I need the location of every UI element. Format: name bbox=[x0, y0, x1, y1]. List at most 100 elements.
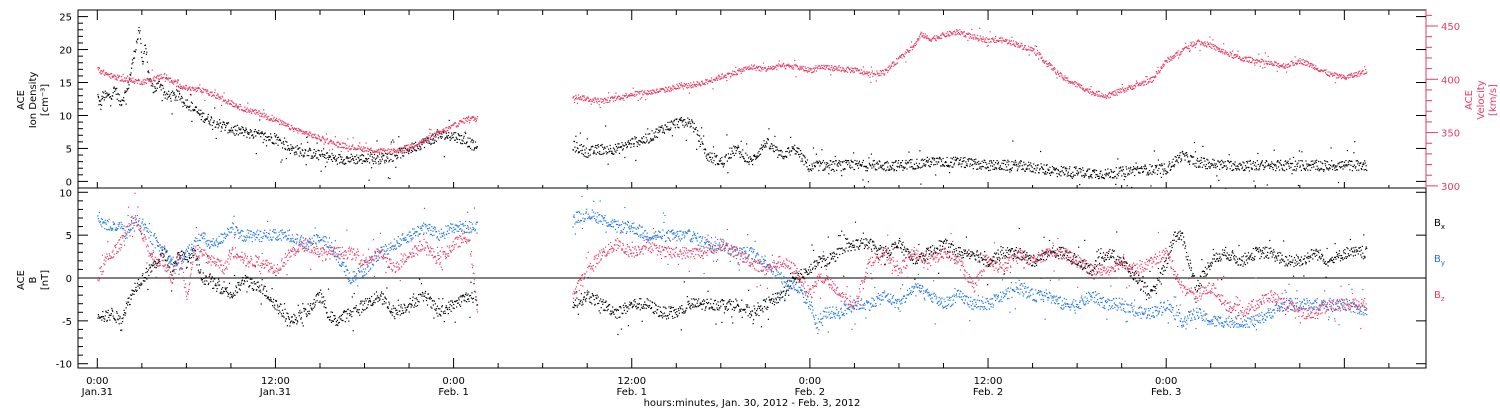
data-point bbox=[730, 153, 732, 155]
data-point bbox=[992, 168, 994, 170]
data-point bbox=[1246, 60, 1249, 62]
data-point bbox=[810, 72, 813, 74]
data-point bbox=[602, 153, 604, 155]
data-point bbox=[1035, 165, 1037, 167]
data-point bbox=[201, 92, 203, 94]
data-point bbox=[980, 162, 982, 164]
data-point bbox=[1083, 176, 1085, 178]
data-point bbox=[1087, 89, 1089, 91]
data-point bbox=[1168, 161, 1170, 163]
data-point bbox=[1326, 74, 1328, 76]
data-point bbox=[350, 153, 352, 155]
data-point bbox=[1040, 53, 1042, 55]
data-point bbox=[572, 149, 575, 151]
data-point bbox=[1004, 164, 1007, 166]
data-point bbox=[1249, 56, 1251, 59]
data-point bbox=[334, 155, 336, 157]
data-point bbox=[291, 146, 293, 148]
data-point bbox=[105, 96, 107, 98]
data-point bbox=[381, 149, 383, 151]
data-point bbox=[685, 121, 687, 124]
data-point bbox=[1282, 65, 1284, 67]
data-point bbox=[1194, 165, 1196, 167]
data-point bbox=[1329, 71, 1331, 73]
data-point bbox=[743, 158, 745, 160]
data-point bbox=[669, 90, 671, 92]
data-point bbox=[612, 152, 614, 155]
data-point bbox=[1273, 64, 1275, 66]
data-point bbox=[276, 137, 279, 139]
data-point bbox=[228, 100, 230, 102]
data-point bbox=[283, 137, 286, 139]
data-point bbox=[114, 318, 116, 320]
data-point bbox=[99, 103, 102, 106]
data-point bbox=[1032, 48, 1034, 50]
data-point bbox=[203, 89, 205, 91]
data-point bbox=[888, 70, 890, 72]
data-point bbox=[644, 90, 646, 92]
data-point bbox=[376, 149, 378, 151]
data-point bbox=[636, 94, 638, 96]
data-point bbox=[606, 99, 608, 101]
data-point bbox=[1107, 168, 1109, 170]
data-point bbox=[825, 164, 827, 166]
data-point bbox=[876, 169, 878, 171]
data-point bbox=[357, 161, 359, 163]
data-point bbox=[1006, 161, 1008, 163]
data-point bbox=[202, 87, 204, 89]
data-point bbox=[1288, 165, 1290, 167]
data-point bbox=[676, 118, 678, 120]
data-point bbox=[192, 87, 194, 89]
data-point bbox=[979, 167, 981, 169]
data-point bbox=[1049, 174, 1052, 176]
data-point bbox=[881, 72, 883, 74]
data-point bbox=[711, 152, 713, 154]
data-point bbox=[622, 94, 624, 96]
data-point bbox=[823, 168, 825, 170]
data-point bbox=[572, 97, 574, 99]
data-point bbox=[291, 127, 293, 129]
data-point bbox=[627, 141, 629, 143]
data-point bbox=[1316, 159, 1318, 161]
data-point bbox=[767, 67, 769, 69]
data-point bbox=[669, 129, 672, 131]
data-point bbox=[1195, 42, 1198, 45]
data-point bbox=[992, 38, 994, 40]
data-point bbox=[329, 140, 331, 143]
data-point bbox=[458, 135, 460, 137]
data-point bbox=[1179, 154, 1181, 157]
data-point bbox=[145, 53, 147, 55]
data-point bbox=[1078, 83, 1080, 85]
data-point bbox=[104, 318, 106, 320]
data-point bbox=[192, 89, 194, 91]
data-point bbox=[989, 169, 991, 171]
data-point bbox=[821, 149, 823, 151]
data-point bbox=[1279, 162, 1281, 164]
data-point bbox=[1113, 170, 1115, 172]
data-point bbox=[279, 140, 282, 142]
data-point bbox=[589, 100, 591, 103]
data-point bbox=[1324, 163, 1326, 165]
data-point bbox=[944, 35, 946, 37]
data-point bbox=[135, 40, 138, 42]
data-point bbox=[1048, 172, 1051, 174]
data-point bbox=[431, 138, 433, 140]
data-point bbox=[173, 81, 175, 83]
data-point bbox=[1254, 64, 1256, 66]
data-point bbox=[659, 90, 661, 92]
data-point bbox=[597, 97, 599, 99]
data-point bbox=[983, 41, 985, 43]
data-point bbox=[1257, 60, 1259, 62]
data-point bbox=[1200, 157, 1202, 159]
data-point bbox=[1337, 163, 1339, 165]
data-point bbox=[223, 122, 225, 124]
data-point bbox=[826, 166, 828, 168]
data-point bbox=[1299, 165, 1301, 167]
data-point bbox=[169, 81, 171, 83]
data-point bbox=[694, 83, 696, 85]
data-point bbox=[440, 137, 442, 139]
data-point bbox=[1076, 86, 1078, 88]
data-point bbox=[772, 150, 774, 152]
data-point bbox=[892, 61, 894, 63]
data-point bbox=[816, 161, 818, 163]
